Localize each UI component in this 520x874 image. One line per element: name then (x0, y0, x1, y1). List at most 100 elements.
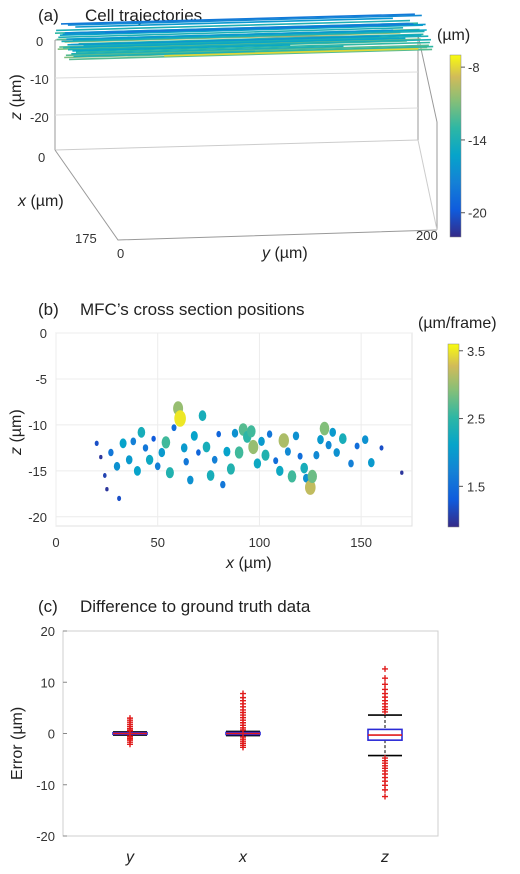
trajectory-line-2 (56, 19, 411, 32)
panel-a: (a) Cell trajectories 0 -10 -20 0 175 0 … (8, 6, 487, 262)
b-point-52 (300, 462, 309, 474)
b-point-14 (151, 435, 156, 442)
c-category-label-y: y (125, 849, 135, 866)
c-category-label-x: x (238, 849, 248, 866)
b-point-54 (305, 479, 316, 495)
a-colorbar-ticklabel-0: -8 (468, 60, 480, 75)
b-colorbar-label: (µm/frame) (418, 315, 497, 332)
b-point-27 (198, 410, 207, 422)
c-outlier-z-21 (382, 786, 388, 793)
trajectory-line-26 (69, 48, 433, 61)
b-y-ticklabel-0: 0 (40, 326, 47, 341)
b-z-axis-label: z (µm) (8, 409, 25, 456)
a-x-axis-label: x (µm) (17, 193, 64, 210)
panel-c: (c) Difference to ground truth data 20 10… (9, 597, 439, 866)
a-colorbar-ticks: -8 -14 -20 (461, 60, 487, 221)
c-box-y (112, 715, 148, 748)
c-outlier-z-2 (382, 681, 388, 688)
b-point-49 (287, 470, 297, 483)
a-colorbar-ticklabel-1: -14 (468, 133, 487, 148)
b-ticks: 0 50 100 150 0 -5 -10 -15 -20 (28, 326, 372, 550)
c-y-ticklabel-2: 0 (48, 727, 55, 742)
trajectory-line-22 (75, 41, 430, 53)
b-point-68 (400, 470, 404, 475)
panel-b: (b) MFC’s cross section positions 0 50 100… (8, 300, 497, 572)
a-y-tick-1: 200 (416, 228, 438, 243)
a-y-tick-0: 0 (117, 246, 124, 261)
c-y-ticklabel-0: 20 (41, 624, 55, 639)
a-x-tick-1: 175 (75, 231, 97, 246)
b-point-23 (183, 458, 189, 466)
a-colorbar-ticklabel-2: -20 (468, 206, 487, 221)
b-point-48 (284, 447, 291, 456)
b-y-ticklabel-1: -5 (35, 372, 47, 387)
b-point-16 (158, 447, 166, 458)
trajectory-lines (54, 13, 434, 61)
b-point-33 (223, 446, 231, 457)
trajectory-line-24 (67, 38, 432, 51)
c-outlier-y-7 (127, 727, 133, 734)
b-point-44 (266, 430, 273, 438)
b-point-17 (161, 436, 171, 449)
trajectory-line-21 (66, 29, 394, 40)
b-point-11 (137, 426, 146, 438)
c-y-ticklabel-1: 10 (41, 675, 55, 690)
trajectory-line-32 (73, 50, 256, 58)
b-point-60 (329, 427, 337, 437)
panel-a-box (54, 34, 438, 241)
c-box-z (367, 665, 403, 800)
trajectory-line-31 (72, 44, 291, 52)
b-point-40 (248, 439, 259, 455)
b-points (94, 401, 404, 502)
trajectory-line-11 (60, 13, 415, 25)
c-outlier-x-19 (240, 744, 246, 751)
b-point-24 (187, 475, 194, 485)
panel-a-letter: (a) (38, 6, 59, 25)
b-point-57 (317, 435, 324, 445)
c-outlier-x-13 (240, 726, 246, 733)
b-y-ticklabel-2: -10 (28, 418, 47, 433)
a-z-tick-0: 0 (36, 34, 43, 49)
c-boxes (112, 665, 403, 800)
b-colorbar-ticklabel-2: 1.5 (467, 479, 485, 494)
a-y-axis-label: y (µm) (261, 245, 308, 262)
b-point-10 (133, 466, 141, 476)
b-point-3 (105, 487, 109, 492)
b-point-2 (103, 473, 107, 478)
trajectory-line-12 (61, 30, 425, 43)
c-category-label-z: z (380, 849, 389, 866)
c-outlier-z-22 (382, 793, 388, 800)
b-point-63 (348, 459, 354, 468)
b-point-59 (325, 440, 332, 450)
b-point-26 (196, 449, 201, 456)
b-point-9 (130, 437, 137, 446)
b-point-4 (108, 448, 114, 457)
trajectory-line-25 (104, 23, 414, 34)
b-point-30 (211, 455, 218, 464)
trajectory-line-19 (83, 35, 429, 47)
b-point-8 (125, 455, 133, 465)
b-point-65 (362, 435, 369, 444)
b-point-62 (339, 433, 347, 445)
b-colorbar-ticklabel-0: 3.5 (467, 344, 485, 359)
b-x-ticklabel-1: 50 (150, 535, 164, 550)
b-point-29 (206, 470, 215, 481)
trajectory-line-27 (69, 37, 406, 49)
trajectory-line-33 (164, 48, 419, 57)
a-colorbar-label: (µm) (437, 27, 470, 44)
b-colorbar (447, 343, 460, 528)
b-point-56 (313, 451, 320, 460)
panel-c-letter: (c) (38, 597, 58, 616)
b-point-45 (273, 457, 279, 465)
b-point-67 (379, 445, 384, 451)
b-point-36 (234, 446, 244, 459)
a-z-axis-label: z (µm) (8, 74, 25, 121)
c-outlier-z-0 (382, 665, 388, 672)
b-point-41 (253, 458, 262, 469)
b-point-6 (117, 495, 122, 502)
b-point-18 (165, 467, 174, 479)
b-point-47 (278, 433, 289, 448)
b-point-25 (190, 431, 198, 441)
b-y-ticklabel-3: -15 (28, 464, 47, 479)
